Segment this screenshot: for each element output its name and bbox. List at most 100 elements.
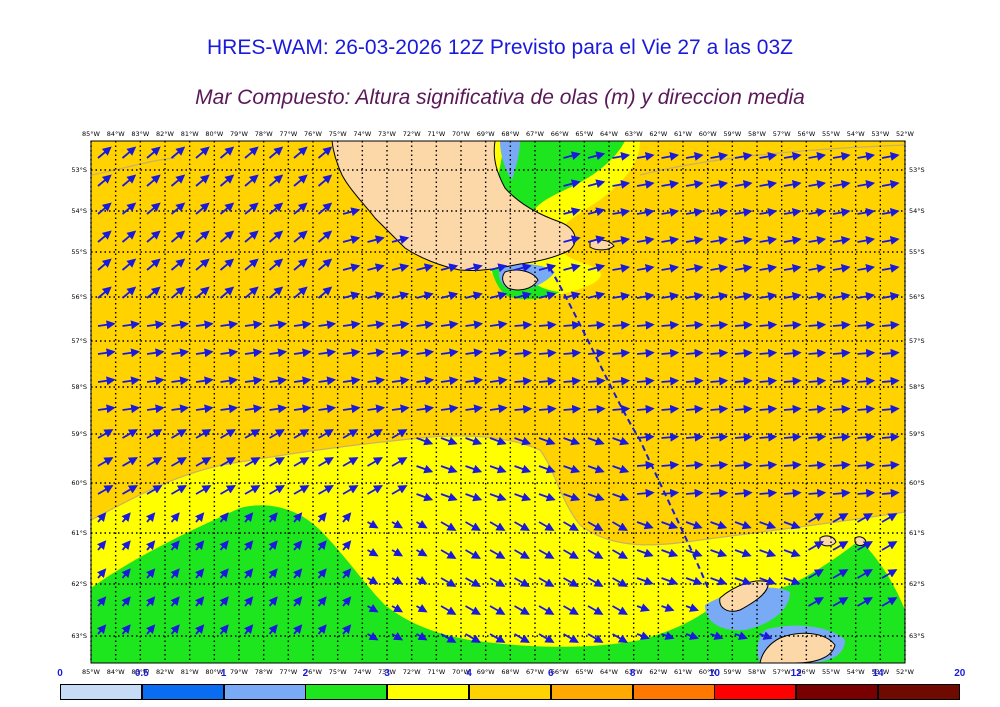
wave-arrow — [759, 264, 778, 273]
longitude-label-bottom: 64°W — [600, 668, 619, 676]
wave-arrow — [220, 320, 239, 330]
wave-arrow — [710, 404, 729, 414]
wave-arrow — [636, 208, 655, 217]
wave-arrow — [122, 485, 138, 495]
wave-arrow — [710, 432, 729, 442]
wave-arrow — [661, 432, 680, 442]
wave-arrow — [612, 208, 631, 217]
wave-arrow — [219, 230, 235, 243]
wave-arrow — [661, 631, 675, 640]
wave-arrow — [587, 633, 604, 643]
longitude-label-top: 69°W — [477, 130, 496, 138]
colorbar-swatch — [796, 684, 879, 700]
wave-arrow — [808, 320, 827, 330]
wave-arrow — [171, 348, 190, 358]
longitude-label-bottom: 63°W — [625, 668, 644, 676]
wave-arrow — [195, 230, 210, 243]
wave-arrow — [195, 429, 212, 439]
wave-arrow — [636, 376, 655, 386]
wave-arrow — [857, 488, 876, 498]
wave-arrow — [612, 464, 630, 474]
wave-arrow — [317, 512, 327, 523]
wave-arrow — [416, 320, 435, 330]
wave-arrow — [832, 152, 851, 161]
colorbar-label: 3 — [384, 668, 390, 679]
wave-arrow — [244, 348, 263, 358]
wave-arrow — [857, 597, 873, 607]
longitude-label-top: 67°W — [526, 130, 545, 138]
wave-arrow — [391, 376, 410, 386]
longitude-label-bottom: 80°W — [205, 668, 224, 676]
longitude-label-bottom: 85°W — [82, 668, 101, 676]
wave-arrow — [293, 258, 308, 271]
wave-arrow — [759, 376, 778, 386]
longitude-label-top: 60°W — [699, 130, 718, 138]
wave-arrow — [514, 436, 532, 446]
wave-arrow — [783, 460, 802, 470]
longitude-label-top: 82°W — [156, 130, 175, 138]
longitude-label-top: 70°W — [452, 130, 471, 138]
wave-arrow — [244, 624, 254, 635]
wave-arrow — [244, 320, 263, 330]
wave-arrow — [832, 488, 851, 498]
wave-arrow — [587, 404, 606, 414]
wave-arrow — [122, 404, 141, 414]
wave-arrow — [244, 457, 261, 467]
wave-arrow — [832, 541, 849, 551]
wave-arrow — [563, 404, 582, 414]
wave-arrow — [612, 348, 631, 358]
wave-arrow — [832, 432, 851, 442]
wave-arrow — [318, 348, 337, 358]
wave-arrow — [783, 376, 802, 386]
wave-arrow — [195, 258, 210, 271]
wave-arrow — [587, 376, 606, 386]
wave-arrow — [440, 320, 459, 330]
wave-arrow — [121, 230, 137, 243]
wave-arrow — [465, 549, 481, 559]
wave-arrow — [808, 513, 824, 523]
wave-arrow — [342, 624, 352, 635]
wave-arrow — [367, 485, 383, 495]
wave-arrow — [391, 348, 410, 358]
wave-arrow — [661, 603, 675, 612]
wave-arrow — [170, 202, 186, 215]
wave-arrow — [367, 348, 386, 358]
wave-arrow — [759, 548, 777, 558]
colorbar-label: 1 — [220, 668, 227, 679]
wave-arrow — [317, 202, 333, 215]
wave-arrow — [685, 576, 703, 586]
wave-arrow — [685, 376, 704, 386]
wave-arrow — [244, 230, 259, 243]
wave-arrow — [342, 207, 361, 217]
wave-arrow — [563, 151, 581, 161]
longitude-label-top: 85°W — [82, 130, 101, 138]
wave-arrow — [636, 292, 655, 301]
contour-line — [91, 435, 905, 546]
wave-arrow — [219, 146, 235, 159]
wave-arrow — [734, 460, 753, 470]
wave-arrow — [710, 208, 729, 217]
wave-arrow — [269, 404, 288, 414]
wave-arrow — [759, 460, 778, 470]
wave-arrow — [563, 436, 581, 446]
wave-arrow — [857, 513, 873, 523]
wave-arrow — [367, 631, 379, 641]
wave-arrow — [832, 569, 849, 579]
wave-arrow — [317, 540, 327, 551]
wave-arrow — [881, 264, 900, 273]
wave-arrow — [563, 633, 579, 643]
wave-arrow — [244, 404, 263, 414]
wave-arrow — [317, 174, 333, 187]
wave-arrow — [220, 429, 236, 439]
wave-arrow — [318, 320, 337, 330]
longitude-label-top: 55°W — [822, 130, 841, 138]
wave-arrow — [293, 320, 312, 330]
wave-arrow — [783, 488, 802, 498]
wave-arrow — [685, 603, 699, 612]
wave-arrow — [514, 521, 530, 531]
longitude-label-top: 75°W — [329, 130, 348, 138]
chart-title: HRES-WAM: 26-03-2026 12Z Previsto para e… — [207, 36, 793, 59]
longitude-label-bottom: 71°W — [427, 668, 446, 676]
wave-arrow — [783, 208, 802, 217]
wave-arrow — [636, 348, 655, 358]
